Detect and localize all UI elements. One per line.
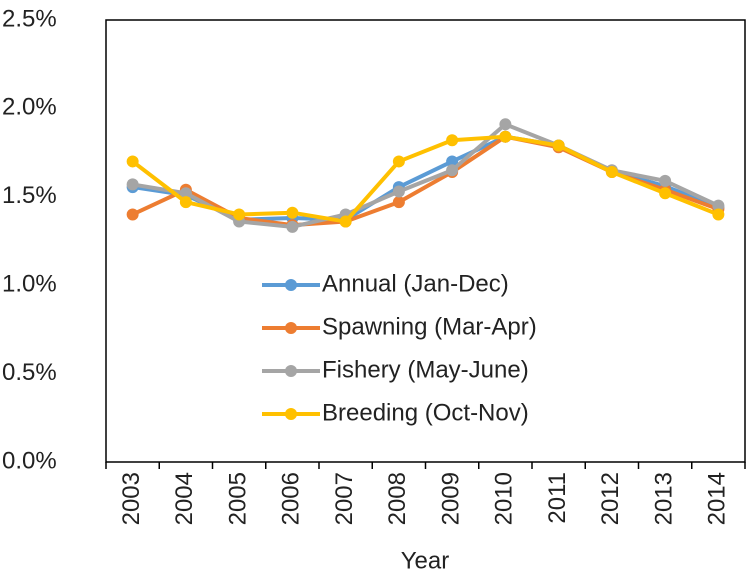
legend-marker [285, 365, 297, 377]
y-tick-label: 1.0% [2, 271, 57, 298]
legend-marker [285, 408, 297, 420]
legend-marker [285, 322, 297, 334]
x-tick-label: 2003 [118, 472, 145, 525]
data-point [179, 187, 192, 200]
data-point [126, 208, 139, 221]
data-point [286, 206, 299, 219]
legend-label: Annual (Jan-Dec) [322, 270, 509, 297]
data-point [552, 139, 565, 152]
series [126, 130, 725, 228]
data-point [659, 187, 672, 200]
x-tick-label: 2008 [384, 472, 411, 525]
x-tick-label: 2012 [597, 472, 624, 525]
x-tick-label: 2006 [278, 472, 305, 525]
x-tick-label: 2004 [171, 472, 198, 525]
series-line [131, 134, 720, 224]
data-point [339, 215, 352, 228]
legend-label: Breeding (Oct-Nov) [322, 399, 529, 426]
data-point [179, 196, 192, 209]
data-point [605, 166, 618, 179]
data-point [126, 178, 139, 191]
data-point [126, 155, 139, 168]
data-point [446, 134, 459, 147]
data-point [392, 155, 405, 168]
y-tick-label: 1.5% [2, 182, 57, 209]
data-point [286, 220, 299, 233]
x-tick-label: 2011 [544, 472, 571, 524]
data-point [233, 208, 246, 221]
data-point [659, 174, 672, 187]
data-point [499, 118, 512, 131]
data-point [499, 130, 512, 143]
legend-marker [285, 279, 297, 291]
data-point [712, 199, 725, 212]
x-tick-label: 2014 [704, 472, 731, 525]
data-point [392, 196, 405, 209]
y-tick-label: 2.0% [2, 94, 57, 121]
legend-label: Fishery (May-June) [322, 356, 529, 383]
y-tick-label: 0.0% [2, 447, 57, 474]
y-tick-label: 0.5% [2, 359, 57, 386]
series-line [132, 122, 720, 229]
x-tick-label: 2009 [437, 472, 464, 525]
y-tick-label: 2.5% [2, 5, 57, 32]
x-tick-label: 2005 [224, 472, 251, 525]
x-tick-label: 2013 [650, 472, 677, 525]
x-tick-label: 2010 [491, 472, 518, 525]
data-point [446, 155, 459, 168]
data-point [446, 164, 459, 177]
x-axis-label: Year [401, 547, 450, 574]
data-point [712, 208, 725, 221]
plot-frame [105, 19, 746, 463]
legend-label: Spawning (Mar-Apr) [322, 313, 537, 340]
x-tick-label: 2007 [331, 472, 358, 525]
data-point [392, 185, 405, 198]
